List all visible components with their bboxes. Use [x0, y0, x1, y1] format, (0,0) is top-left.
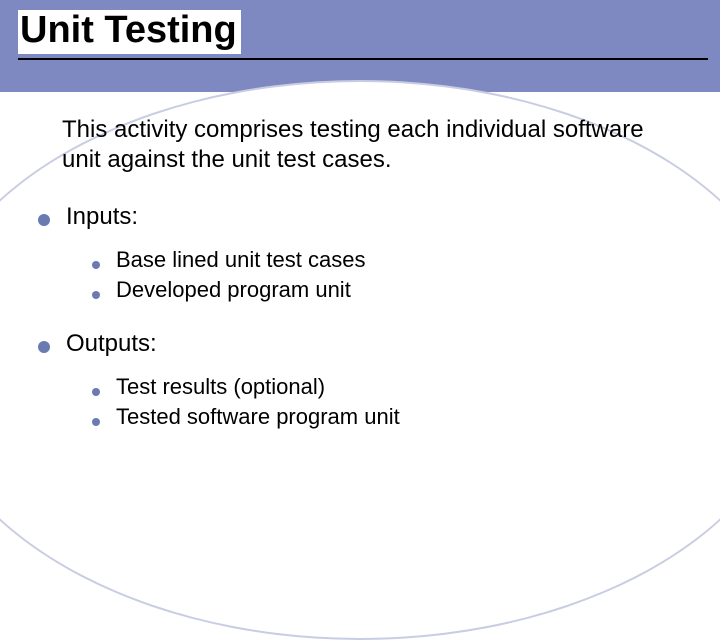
section-heading: Outputs: — [38, 330, 662, 358]
list-item: Tested software program unit — [92, 402, 662, 432]
section-inputs: Inputs: Base lined unit test cases Devel… — [62, 203, 662, 304]
section-heading: Inputs: — [38, 203, 662, 231]
list-item: Base lined unit test cases — [92, 245, 662, 275]
bullet-icon — [92, 388, 100, 396]
section-heading-label: Outputs: — [66, 330, 157, 358]
bullet-icon — [92, 291, 100, 299]
slide-content: This activity comprises testing each ind… — [62, 115, 662, 458]
slide-title: Unit Testing — [18, 10, 241, 54]
section-outputs: Outputs: Test results (optional) Tested … — [62, 330, 662, 431]
bullet-icon — [38, 341, 50, 353]
list-item-label: Test results (optional) — [116, 372, 325, 402]
intro-text: This activity comprises testing each ind… — [62, 115, 662, 175]
bullet-icon — [38, 214, 50, 226]
title-underline — [18, 58, 708, 60]
list-item: Developed program unit — [92, 275, 662, 305]
bullet-icon — [92, 418, 100, 426]
list-item-label: Base lined unit test cases — [116, 245, 365, 275]
list-item: Test results (optional) — [92, 372, 662, 402]
list-item-label: Tested software program unit — [116, 402, 400, 432]
list-item-label: Developed program unit — [116, 275, 351, 305]
section-heading-label: Inputs: — [66, 203, 138, 231]
bullet-icon — [92, 261, 100, 269]
